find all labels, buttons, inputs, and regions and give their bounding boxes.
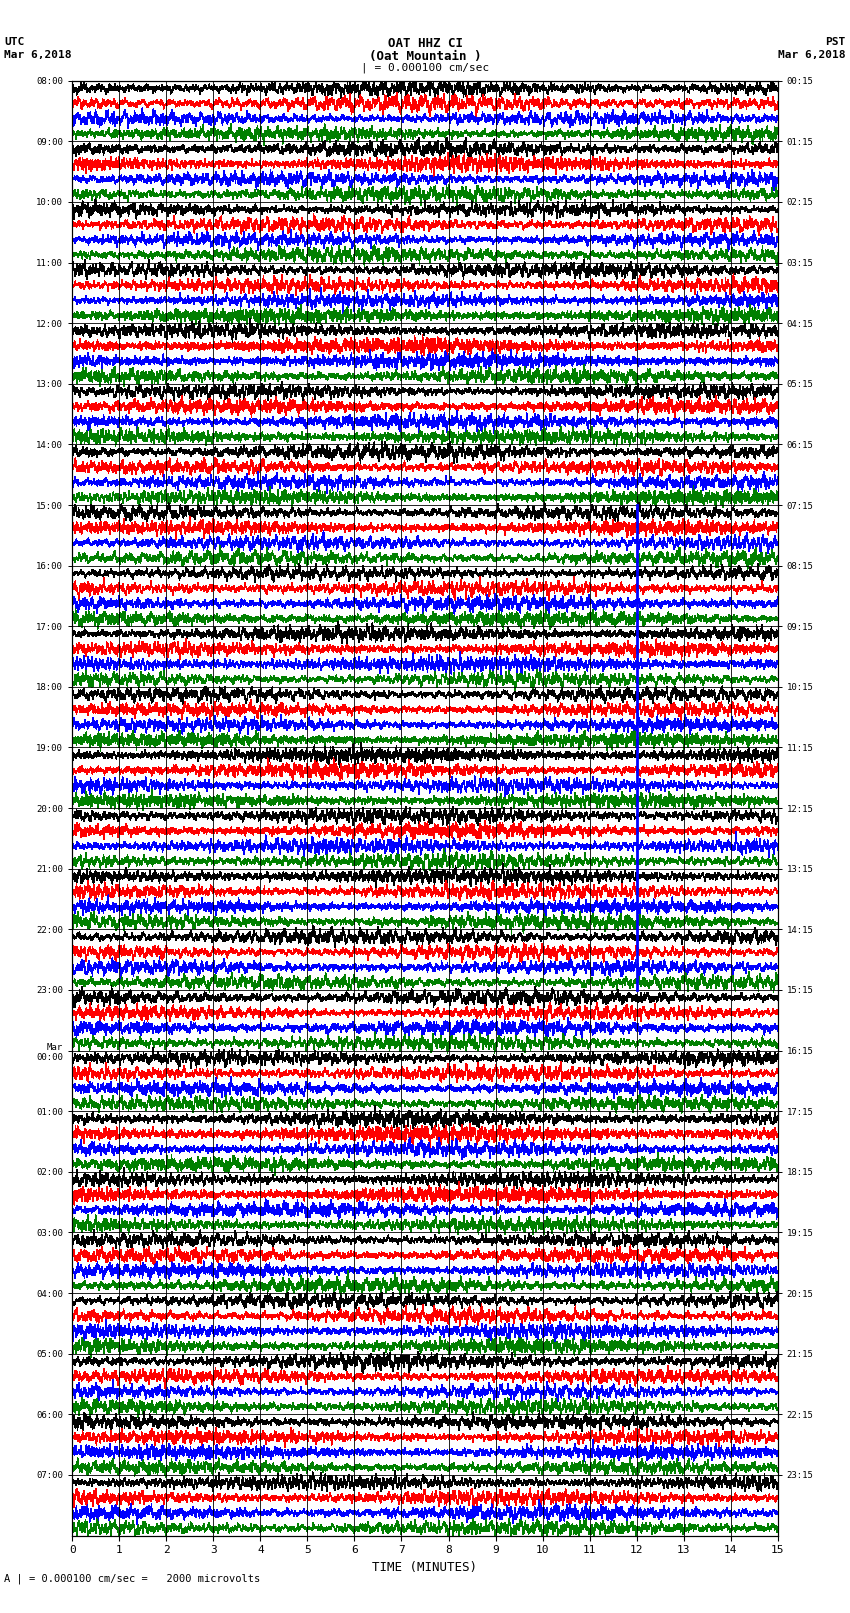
Text: A | = 0.000100 cm/sec =   2000 microvolts: A | = 0.000100 cm/sec = 2000 microvolts <box>4 1573 260 1584</box>
Text: | = 0.000100 cm/sec: | = 0.000100 cm/sec <box>361 63 489 74</box>
Text: Mar 6,2018: Mar 6,2018 <box>779 50 846 60</box>
Text: OAT HHZ CI: OAT HHZ CI <box>388 37 462 50</box>
X-axis label: TIME (MINUTES): TIME (MINUTES) <box>372 1561 478 1574</box>
Text: UTC: UTC <box>4 37 25 47</box>
Text: (Oat Mountain ): (Oat Mountain ) <box>369 50 481 63</box>
Text: Mar 6,2018: Mar 6,2018 <box>4 50 71 60</box>
Text: PST: PST <box>825 37 846 47</box>
